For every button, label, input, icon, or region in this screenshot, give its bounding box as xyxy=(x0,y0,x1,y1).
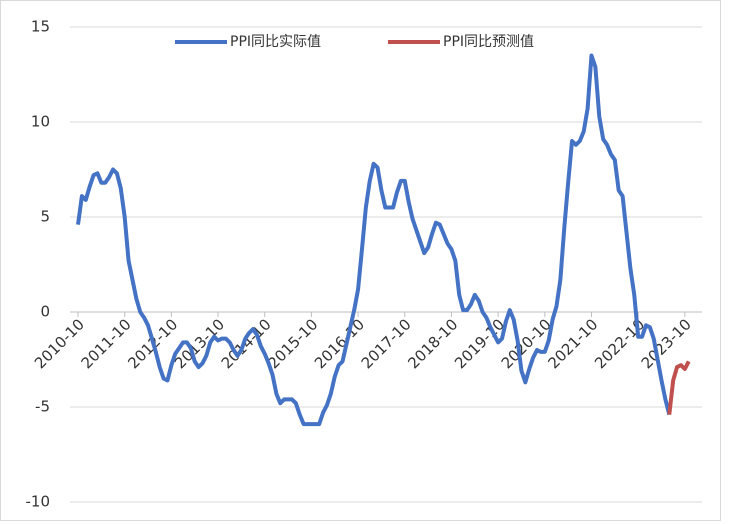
y-tick-label: -10 xyxy=(26,493,51,511)
series-line xyxy=(76,53,672,427)
y-tick-label: -5 xyxy=(35,398,50,416)
legend-label: PPI同比预测值 xyxy=(443,34,534,50)
series-line xyxy=(667,360,691,415)
legend-label: PPI同比实际值 xyxy=(230,34,321,50)
y-tick-label: 5 xyxy=(40,208,50,226)
y-tick-label: 10 xyxy=(31,113,50,131)
y-tick-label: 15 xyxy=(31,18,50,36)
y-tick-label: 0 xyxy=(40,303,50,321)
